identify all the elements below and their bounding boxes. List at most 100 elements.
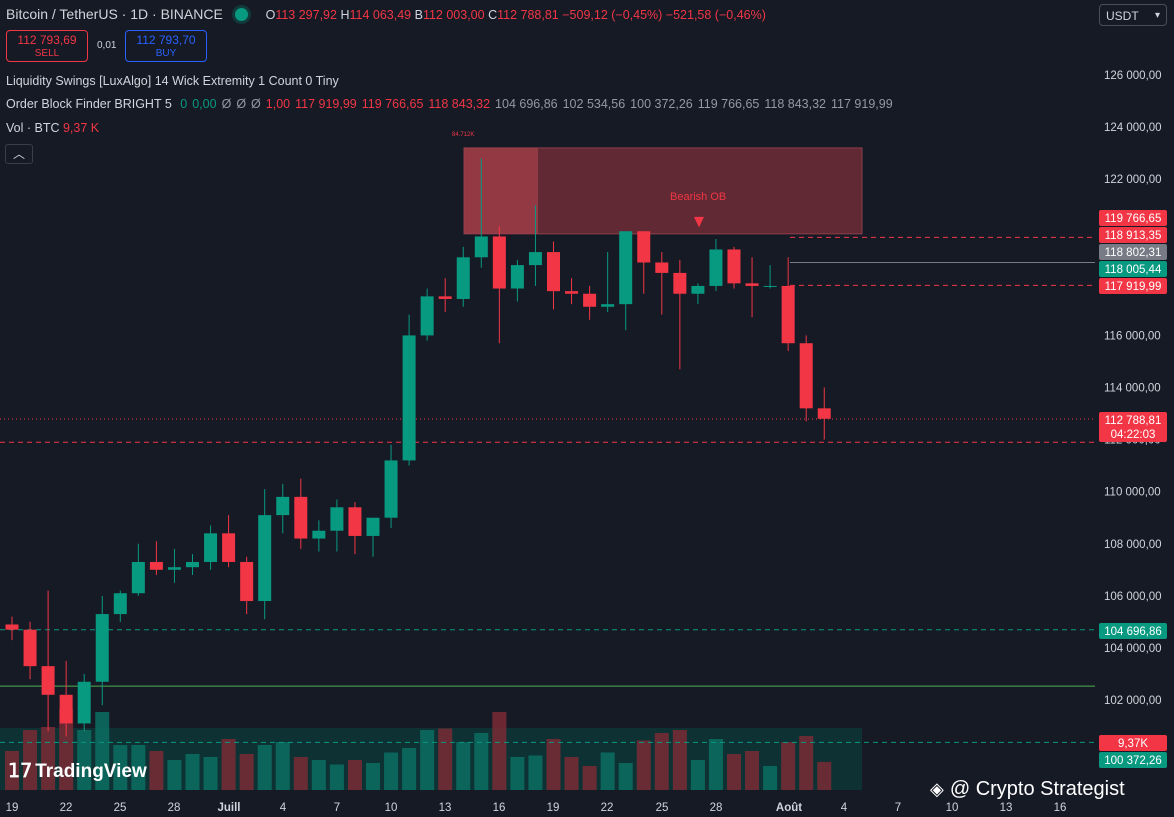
order-block-value: Ø	[251, 97, 261, 111]
buy-label: BUY	[155, 48, 177, 59]
price-axis-label-bg	[1099, 278, 1167, 294]
currency-select[interactable]: USDT ▾	[1099, 4, 1167, 26]
collapse-legend-button[interactable]: ︿	[5, 144, 33, 164]
volume-bar	[329, 764, 344, 790]
candle-body	[601, 304, 615, 307]
volume-bar	[799, 736, 814, 790]
price-axis-label: 118 005,44	[1105, 264, 1162, 276]
volume-bar	[113, 745, 128, 790]
candle-body	[366, 517, 380, 536]
volume-bar	[167, 760, 182, 790]
open-value: 113 297,92	[275, 8, 337, 22]
candle-body	[113, 593, 127, 615]
candle-body	[565, 291, 579, 294]
symbol-title[interactable]: Bitcoin / TetherUS · 1D · BINANCE	[6, 6, 223, 22]
change-value-2: −521,58 (−0,46%)	[665, 8, 766, 22]
order-block-value: 119 766,65	[361, 97, 424, 111]
volume-bar	[654, 733, 669, 790]
volume-bar	[528, 755, 543, 790]
candle-body	[727, 249, 741, 284]
candle-body	[781, 285, 795, 344]
volume-bar	[221, 739, 236, 790]
x-tick-label: 22	[601, 802, 614, 814]
volume-bar	[402, 748, 417, 790]
volume-axis-label-bg	[1099, 735, 1167, 751]
buy-price: 112 793,70	[136, 33, 196, 47]
volume-bar	[77, 730, 92, 790]
volume-bar	[239, 754, 254, 790]
candle-body	[709, 249, 723, 286]
price-axis-label: 112 788,81	[1105, 415, 1162, 427]
candle-body	[402, 335, 416, 461]
order-block-value: 100 372,26	[630, 97, 693, 111]
liquidity-swings-legend[interactable]: Liquidity Swings [LuxAlgo] 14 Wick Extre…	[6, 74, 339, 88]
volume-bar	[690, 760, 705, 790]
candle-body	[167, 567, 181, 570]
x-tick-label: Juill	[217, 802, 240, 814]
volume-bar	[23, 730, 38, 790]
volume-legend[interactable]: Vol · BTC 9,37 K	[6, 121, 100, 135]
change-value: −509,12 (−0,45%)	[562, 8, 663, 22]
price-axis-label: 117 919,99	[1105, 281, 1162, 293]
order-block-value: 118 843,32	[428, 97, 491, 111]
y-tick-label: 102 000,00	[1104, 695, 1162, 707]
candle-body	[204, 533, 218, 562]
candle-body	[240, 561, 254, 602]
x-tick-label: 4	[841, 802, 848, 814]
candle-body	[510, 265, 524, 289]
sell-label: SELL	[34, 48, 60, 59]
watermark: ◈ @ Crypto Strategist	[930, 778, 1125, 800]
candle-body	[312, 530, 326, 539]
candle-body	[637, 231, 651, 263]
order-block-value: Ø	[236, 97, 247, 111]
volume-bar	[564, 757, 579, 790]
price-axis-label-bg	[1099, 210, 1167, 226]
volume-bar	[672, 730, 687, 790]
volume-bar	[456, 742, 471, 790]
volume-bar	[636, 740, 651, 790]
x-tick-label: 13	[1000, 802, 1013, 814]
order-block-legend[interactable]: Order Block Finder BRIGHT 5 0 0,00 Ø Ø Ø 1,00…	[6, 97, 893, 111]
buy-button[interactable]: 112 793,70 BUY	[125, 30, 207, 62]
volume-bar	[727, 754, 741, 790]
candle-body	[222, 533, 236, 562]
y-tick-label: 104 000,00	[1104, 643, 1162, 655]
volume-bar	[510, 757, 525, 790]
candle-body	[456, 257, 470, 299]
low-value: 112 003,00	[422, 8, 485, 22]
x-tick-label: 16	[1054, 802, 1067, 814]
y-tick-label: 110 000,00	[1104, 487, 1161, 499]
y-tick-label: 124 000,00	[1104, 122, 1162, 134]
spread-value: 0,01	[97, 40, 117, 51]
volume-bar	[546, 739, 561, 790]
y-tick-label: 108 000,00	[1104, 539, 1162, 551]
volume-bar	[817, 761, 832, 790]
volume-bar	[5, 751, 19, 790]
candle-body	[474, 236, 488, 258]
y-tick-label: 126 000,00	[1104, 70, 1162, 82]
chevron-up-icon: ︿	[12, 147, 25, 161]
order-block-value: 0,00	[192, 97, 217, 111]
order-block-value: 117 919,99	[295, 97, 357, 111]
price-axis-label-bg	[1099, 261, 1167, 277]
price-axis-label-bg	[1099, 752, 1167, 768]
order-block-label: Bearish OB	[670, 191, 726, 203]
x-tick-label: 22	[60, 802, 73, 814]
candle-body	[258, 515, 272, 602]
x-tick-label: 25	[114, 802, 127, 814]
candle-body	[23, 629, 37, 667]
price-axis-label: 104 696,86	[1104, 626, 1162, 638]
market-status-icon	[234, 8, 248, 21]
price-axis-label-bg	[1099, 227, 1167, 243]
volume-bar	[420, 730, 435, 790]
x-tick-label: Août	[776, 802, 802, 814]
candle-body	[528, 252, 542, 266]
volume-bar	[311, 760, 326, 790]
order-block-core	[464, 147, 538, 234]
volume-bar	[257, 745, 272, 790]
volume-bar	[293, 757, 308, 790]
sell-button[interactable]: 112 793,69 SELL	[6, 30, 88, 62]
volume-bar	[59, 709, 74, 790]
volume-bar	[95, 712, 110, 790]
